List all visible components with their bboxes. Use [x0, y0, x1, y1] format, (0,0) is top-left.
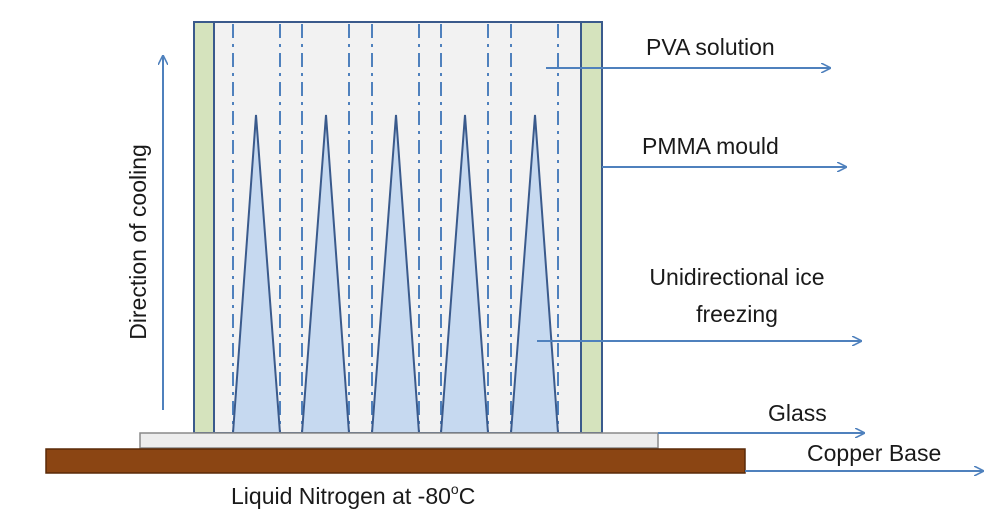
pmma-mould-label: PMMA mould — [642, 133, 779, 159]
mould-wall-left — [193, 21, 215, 434]
liquid-nitrogen-degree: o — [451, 481, 459, 497]
liquid-nitrogen-main: Liquid Nitrogen at -80 — [231, 483, 451, 509]
mould-wall-right — [580, 21, 603, 434]
dash-dot-lines — [232, 24, 559, 432]
glass-plate — [139, 432, 659, 449]
copper-base — [45, 448, 746, 474]
ice-freezing-label-line2: freezing — [696, 301, 778, 327]
liquid-nitrogen-label: Liquid Nitrogen at -80oC — [231, 481, 475, 509]
pva-solution-label: PVA solution — [646, 34, 775, 60]
ice-freezing-label-line1: Unidirectional ice — [649, 264, 824, 290]
direction-of-cooling-label: Direction of cooling — [125, 144, 151, 340]
glass-label: Glass — [768, 400, 827, 426]
copper-base-label: Copper Base — [807, 440, 941, 466]
liquid-nitrogen-unit: C — [459, 483, 476, 509]
